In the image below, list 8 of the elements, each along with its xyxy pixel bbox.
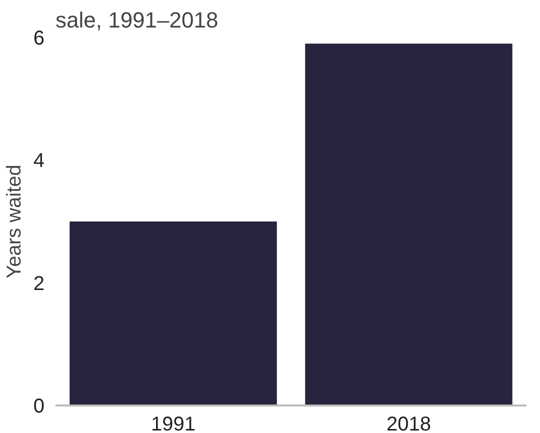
chart-title: sale, 1991–2018 xyxy=(56,8,218,32)
y-tick-label: 0 xyxy=(33,396,44,418)
x-tick-label: 1991 xyxy=(151,414,196,433)
y-tick-label: 4 xyxy=(33,150,44,172)
x-tick-label: 2018 xyxy=(386,414,432,433)
y-axis-title: Years waited xyxy=(3,164,26,278)
y-tick-label: 6 xyxy=(33,28,44,50)
y-tick-label: 2 xyxy=(33,272,44,295)
